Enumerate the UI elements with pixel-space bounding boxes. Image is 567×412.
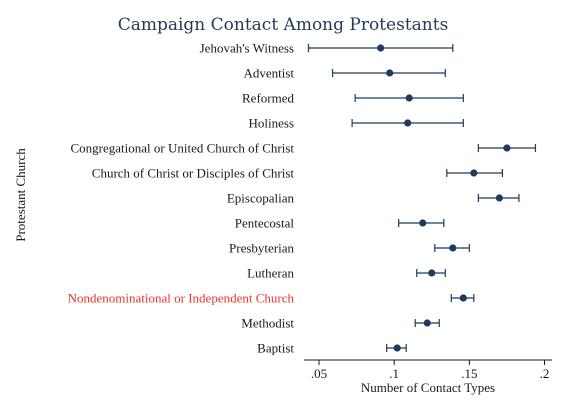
y-axis-label: Protestant Church	[13, 148, 28, 242]
estimate-point	[377, 44, 385, 52]
estimate-point	[393, 344, 401, 352]
category-label: Holiness	[249, 116, 295, 131]
category-label: Episcopalian	[227, 191, 295, 206]
estimate-point	[449, 244, 457, 252]
category-label: Church of Christ or Disciples of Christ	[92, 166, 295, 181]
estimate-point	[503, 144, 511, 152]
estimate-point	[428, 269, 436, 277]
estimate-point	[423, 319, 431, 327]
estimate-point	[386, 69, 394, 77]
category-label: Reformed	[242, 91, 294, 106]
category-label: Lutheran	[247, 266, 294, 281]
x-axis-label: Number of Contact Types	[361, 380, 495, 395]
estimate-point	[404, 119, 412, 127]
category-label: Presbyterian	[229, 241, 294, 256]
category-label: Baptist	[257, 341, 294, 356]
category-label: Pentecostal	[235, 216, 295, 231]
estimate-point	[495, 194, 503, 202]
chart-marks: Jehovah's Witness Adventist Reformed Holine…	[68, 41, 537, 356]
category-label: Methodist	[241, 316, 294, 331]
estimate-point	[405, 94, 413, 102]
chart-title: Campaign Contact Among Protestants	[118, 15, 449, 35]
x-tick-label: .15	[461, 366, 477, 381]
category-label: Congregational or United Church of Chris…	[71, 141, 295, 156]
category-label: Jehovah's Witness	[200, 41, 294, 56]
x-tick-label: .2	[540, 366, 550, 381]
estimate-point	[459, 294, 467, 302]
estimate-point	[419, 219, 427, 227]
axes: .05 .1 .15 .2	[304, 359, 552, 381]
estimate-point	[470, 169, 478, 177]
x-tick-label: .05	[311, 366, 327, 381]
x-tick-label: .1	[389, 366, 399, 381]
category-label: Nondenominational or Independent Church	[68, 291, 295, 306]
category-label: Adventist	[243, 66, 294, 81]
